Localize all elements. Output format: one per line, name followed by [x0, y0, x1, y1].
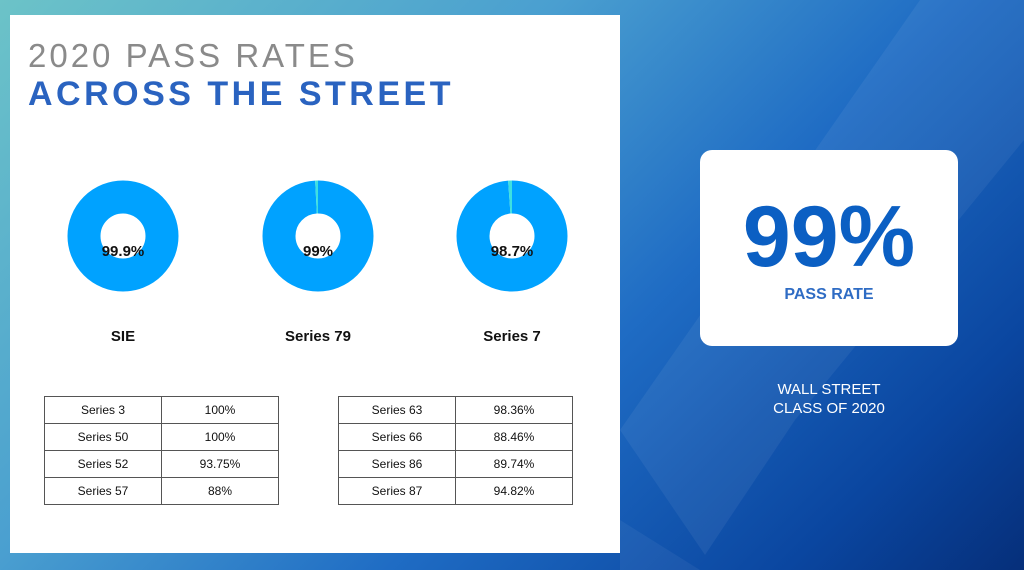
- title-line-2: ACROSS THE STREET: [28, 75, 454, 113]
- exam-name-cell: Series 63: [338, 396, 456, 424]
- pass-rate-cell: 89.74%: [455, 450, 573, 478]
- footer-line-2: CLASS OF 2020: [773, 400, 885, 417]
- donut-value: 98.7%: [490, 243, 534, 260]
- exam-name-cell: Series 86: [338, 450, 456, 478]
- overall-pass-rate-label: PASS RATE: [784, 286, 874, 303]
- pass-rate-cell: 88%: [161, 477, 279, 505]
- exam-name-cell: Series 3: [44, 396, 162, 424]
- table-row: Series 63 98.36%: [338, 396, 573, 424]
- table-row: Series 86 89.74%: [338, 450, 573, 478]
- pass-rate-cell: 98.36%: [455, 396, 573, 424]
- exam-name-cell: Series 52: [44, 450, 162, 478]
- table-row: Series 87 94.82%: [338, 477, 573, 505]
- pass-rate-cell: 94.82%: [455, 477, 573, 505]
- exam-name-cell: Series 57: [44, 477, 162, 505]
- donut-chart-series-7: 98.7% Series 7: [447, 180, 577, 350]
- donut-label: Series 79: [285, 328, 351, 345]
- table-row: Series 3 100%: [44, 396, 279, 424]
- overall-pass-rate-value: 99%: [742, 189, 916, 285]
- donut-label: Series 7: [483, 328, 541, 345]
- donut-value: 99.9%: [101, 243, 145, 260]
- table-row: Series 50 100%: [44, 423, 279, 451]
- pass-rate-cell: 93.75%: [161, 450, 279, 478]
- donut-svg: [456, 180, 568, 292]
- title-line-1: 2020 PASS RATES: [28, 37, 358, 74]
- footer-line-1: WALL STREET: [777, 381, 881, 398]
- donut-label: SIE: [110, 328, 136, 345]
- pass-rate-table-right: Series 63 98.36% Series 66 88.46% Series 86 8…: [338, 396, 573, 505]
- table-row: Series 52 93.75%: [44, 450, 279, 478]
- exam-name-cell: Series 87: [338, 477, 456, 505]
- donut-chart-series-79: 99% Series 79: [253, 180, 383, 350]
- table-row: Series 57 88%: [44, 477, 279, 505]
- exam-name-cell: Series 66: [338, 423, 456, 451]
- pass-rate-cell: 100%: [161, 423, 279, 451]
- donut-svg: [67, 180, 179, 292]
- donut-chart-sie: 99.9% SIE: [58, 180, 188, 350]
- donut-slice-pass: [67, 180, 179, 292]
- table-row: Series 66 88.46%: [338, 423, 573, 451]
- pass-rate-table-left: Series 3 100% Series 50 100% Series 52 93.75%…: [44, 396, 279, 505]
- content-panel: 2020 PASS RATES ACROSS THE STREET 99.9% S…: [10, 15, 620, 553]
- pass-rate-cell: 100%: [161, 396, 279, 424]
- donut-value: 99%: [302, 243, 334, 260]
- exam-name-cell: Series 50: [44, 423, 162, 451]
- donut-slice-fail: [262, 180, 374, 292]
- donut-svg: [262, 180, 374, 292]
- pass-rate-cell: 88.46%: [455, 423, 573, 451]
- footer-caption: WALL STREET CLASS OF 2020: [700, 380, 958, 418]
- donut-slice-fail: [456, 180, 568, 292]
- overall-pass-rate-card: 99% PASS RATE: [700, 150, 958, 346]
